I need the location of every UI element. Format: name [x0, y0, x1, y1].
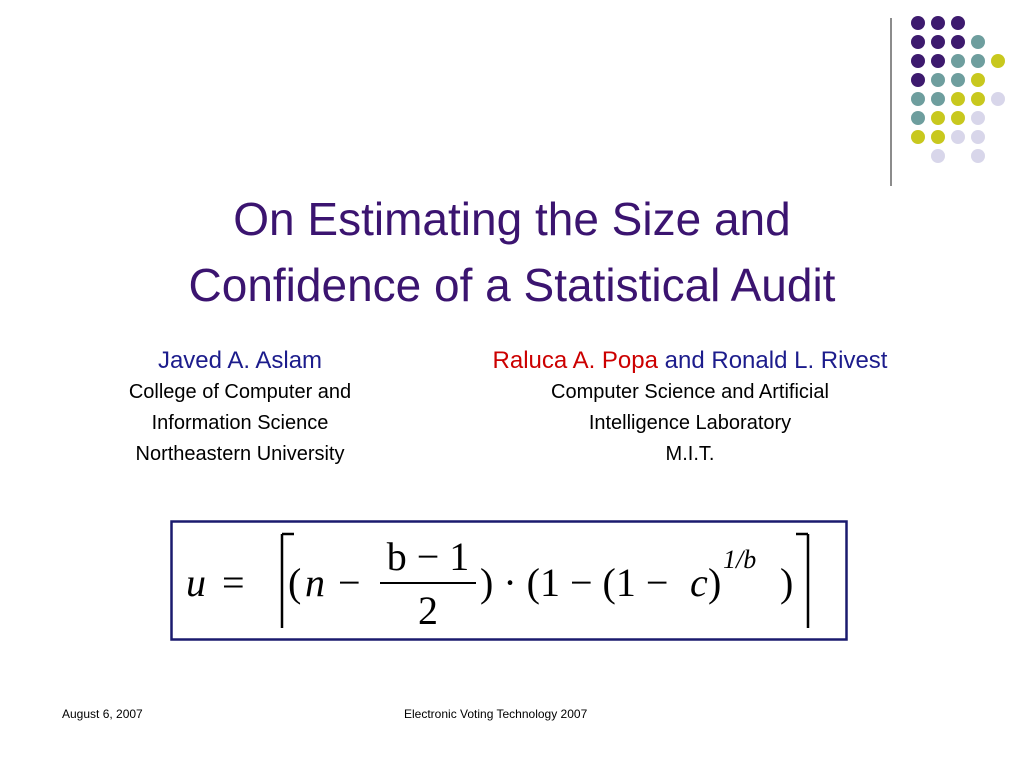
dot — [971, 149, 985, 163]
dot — [951, 130, 965, 144]
dot — [931, 92, 945, 106]
affiliation: Information Science — [151, 412, 329, 434]
decoration — [890, 16, 1005, 186]
dot — [911, 16, 925, 30]
dot — [971, 35, 985, 49]
dot — [971, 92, 985, 106]
author-name: Raluca A. Popa — [492, 347, 658, 374]
author-right: Raluca A. Popa and Ronald L. Rivest Comp… — [420, 345, 960, 470]
dot — [971, 73, 985, 87]
dot — [931, 130, 945, 144]
formula-text: c — [690, 560, 708, 605]
dot — [951, 35, 965, 49]
formula-text: ) · (1 − (1 − — [480, 560, 678, 605]
ceil-bracket — [796, 532, 810, 628]
formula-text: = — [222, 560, 245, 605]
author-names: Raluca A. Popa and Ronald L. Rivest — [420, 345, 960, 377]
author-name: and Ronald L. Rivest — [664, 347, 888, 374]
dot — [911, 54, 925, 68]
dot — [911, 92, 925, 106]
formula-text: 2 — [418, 588, 438, 633]
footer-date: August 6, 2007 — [62, 707, 143, 721]
dot — [951, 54, 965, 68]
ceil-bracket — [280, 532, 294, 628]
dot — [991, 54, 1005, 68]
dot-grid — [911, 16, 1005, 163]
formula-text: n — [305, 560, 325, 605]
dot — [911, 73, 925, 87]
affiliation: Northeastern University — [135, 443, 345, 465]
dot — [951, 16, 965, 30]
dot — [931, 54, 945, 68]
dot — [971, 54, 985, 68]
formula-text: u — [186, 560, 206, 605]
author-name: Javed A. Aslam — [157, 347, 323, 374]
dot — [911, 130, 925, 144]
dot — [931, 111, 945, 125]
dot — [911, 111, 925, 125]
dot — [911, 35, 925, 49]
author-left: Javed A. Aslam College of Computer and I… — [80, 345, 400, 470]
formula-box: u = ( n − b − 1 2 ) · (1 − (1 − c ) 1/b … — [170, 520, 848, 641]
dot — [931, 149, 945, 163]
formula-text: ) — [708, 560, 721, 605]
dot — [951, 92, 965, 106]
dot — [971, 111, 985, 125]
dot — [971, 130, 985, 144]
title-line: On Estimating the Size and — [233, 193, 791, 245]
title-line: Confidence of a Statistical Audit — [188, 259, 836, 311]
formula-text: ( — [288, 560, 301, 605]
box-border — [170, 520, 848, 641]
affiliation: Intelligence Laboratory — [588, 412, 792, 434]
dot — [931, 35, 945, 49]
formula-text: b − 1 — [387, 534, 470, 579]
title: On Estimating the Size and Confidence of… — [0, 186, 1024, 318]
dot — [991, 92, 1005, 106]
dot — [931, 73, 945, 87]
affiliation: M.I.T. — [665, 443, 715, 465]
footer-event: Electronic Voting Technology 2007 — [404, 707, 588, 721]
formula-text: ) — [780, 560, 793, 605]
dot — [951, 111, 965, 125]
formula-text: − — [338, 560, 361, 605]
affiliation: Computer Science and Artificial — [551, 381, 829, 403]
dot — [951, 73, 965, 87]
formula-exponent: 1/b — [723, 545, 756, 574]
dot — [931, 16, 945, 30]
affiliation: College of Computer and — [128, 381, 352, 403]
